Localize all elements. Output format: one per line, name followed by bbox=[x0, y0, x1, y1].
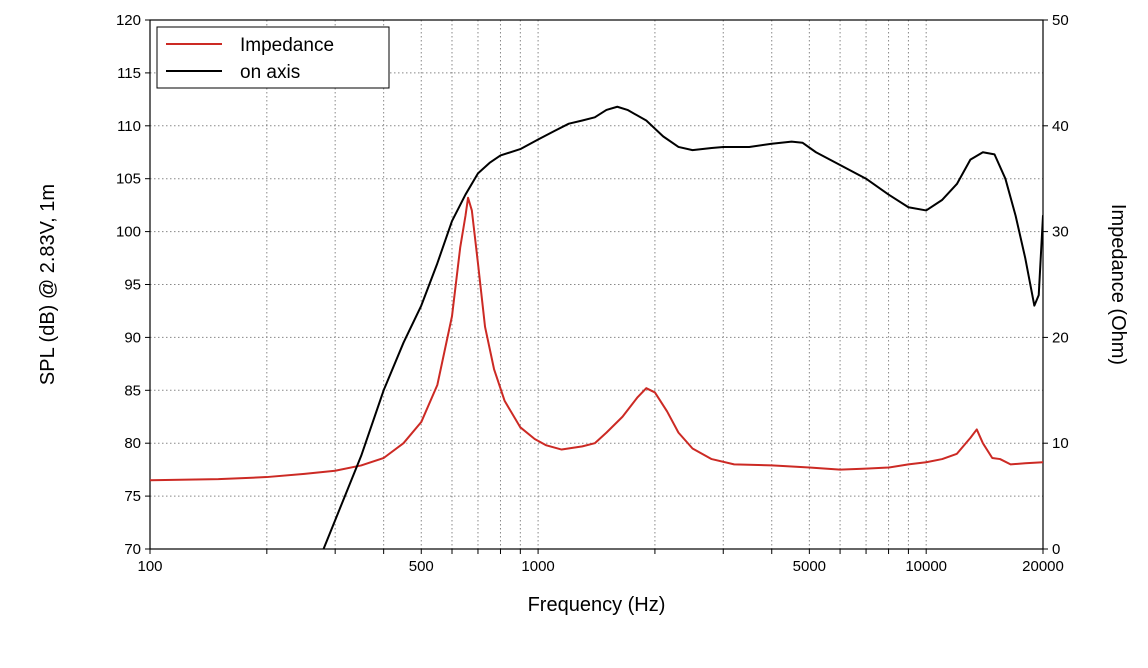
x-tick-label: 100 bbox=[137, 558, 162, 575]
y-tick-label: 85 bbox=[124, 382, 141, 399]
y-tick-label: 80 bbox=[124, 435, 141, 452]
x-tick-label: 20000 bbox=[1022, 558, 1064, 575]
y-tick-label: 120 bbox=[116, 12, 141, 29]
x-axis-title: Frequency (Hz) bbox=[528, 594, 666, 616]
y-tick-label: 105 bbox=[116, 171, 141, 188]
x-tick-label: 5000 bbox=[793, 558, 826, 575]
y2-axis-title: Impedance (Ohm) bbox=[1107, 204, 1129, 365]
x-tick-label: 1000 bbox=[521, 558, 554, 575]
y-tick-label: 90 bbox=[124, 329, 141, 346]
y-tick-label: 75 bbox=[124, 488, 141, 505]
plot-area bbox=[150, 20, 1043, 549]
y2-tick-label: 50 bbox=[1052, 12, 1069, 29]
y-tick-label: 70 bbox=[124, 541, 141, 558]
y-tick-label: 95 bbox=[124, 277, 141, 294]
series-line-on-axis bbox=[322, 105, 1043, 549]
y2-tick-label: 40 bbox=[1052, 118, 1069, 135]
y2-tick-label: 20 bbox=[1052, 329, 1069, 346]
y-axis-title: SPL (dB) @ 2.83V, 1m bbox=[37, 184, 59, 385]
y2-tick-label: 0 bbox=[1052, 541, 1060, 558]
x-tick-label: 10000 bbox=[905, 558, 947, 575]
legend-label: Impedance bbox=[240, 35, 334, 56]
series-line-impedance bbox=[150, 196, 1043, 482]
y2-tick-label: 30 bbox=[1052, 224, 1069, 241]
y-tick-label: 110 bbox=[117, 118, 141, 135]
x-tick-label: 500 bbox=[409, 558, 434, 575]
y-tick-label: 115 bbox=[117, 65, 141, 82]
legend-label: on axis bbox=[240, 62, 300, 83]
legend-box bbox=[156, 26, 390, 89]
y2-tick-label: 10 bbox=[1052, 435, 1069, 452]
y-tick-label: 100 bbox=[116, 224, 141, 241]
